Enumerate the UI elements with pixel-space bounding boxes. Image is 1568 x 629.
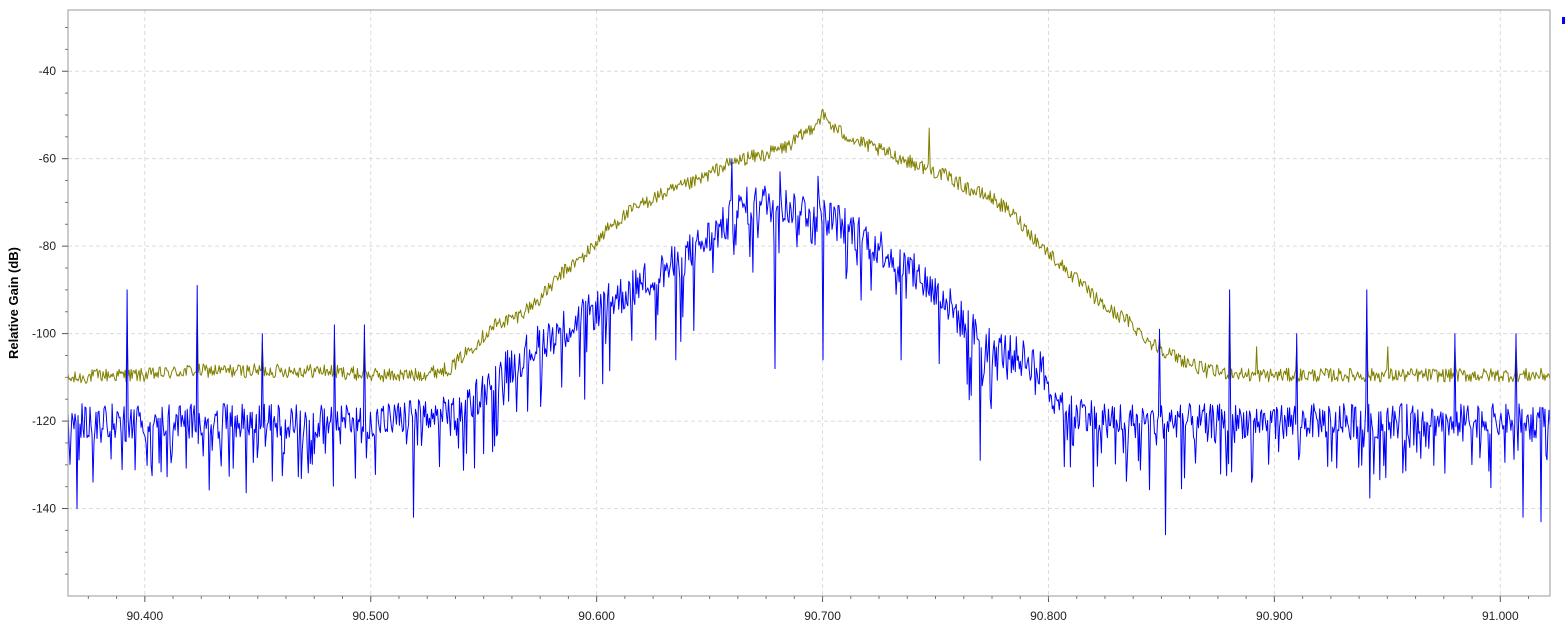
axes-layer <box>67 9 1551 597</box>
x-tick-label: 90.600 <box>578 609 615 623</box>
x-tick-label: 91.000 <box>1482 609 1519 623</box>
plot-frame <box>67 9 1551 597</box>
y-tick-label: -100 <box>32 327 56 341</box>
y-tick-label: -40 <box>39 64 57 78</box>
x-tick-label: 90.800 <box>1030 609 1067 623</box>
series-layer <box>67 109 1551 536</box>
x-tick-label: 90.500 <box>352 609 389 623</box>
y-axis-title: Relative Gain (dB) <box>6 247 21 359</box>
x-tick-label: 90.700 <box>804 609 841 623</box>
y-tick-label: -80 <box>39 239 57 253</box>
y-tick-label: -60 <box>39 152 57 166</box>
trace-blue <box>67 158 1551 536</box>
grid-layer <box>68 10 1550 596</box>
legend-marker <box>1562 17 1565 24</box>
trace-olive <box>67 109 1551 384</box>
ticks-layer: -40 -60 -80 -100 -120 -140 90.400 90.500 90.600 9… <box>32 26 1530 623</box>
y-tick-label: -120 <box>32 414 56 428</box>
y-tick-label: -140 <box>32 502 56 516</box>
x-tick-label: 90.400 <box>126 609 163 623</box>
x-tick-label: 90.900 <box>1256 609 1293 623</box>
